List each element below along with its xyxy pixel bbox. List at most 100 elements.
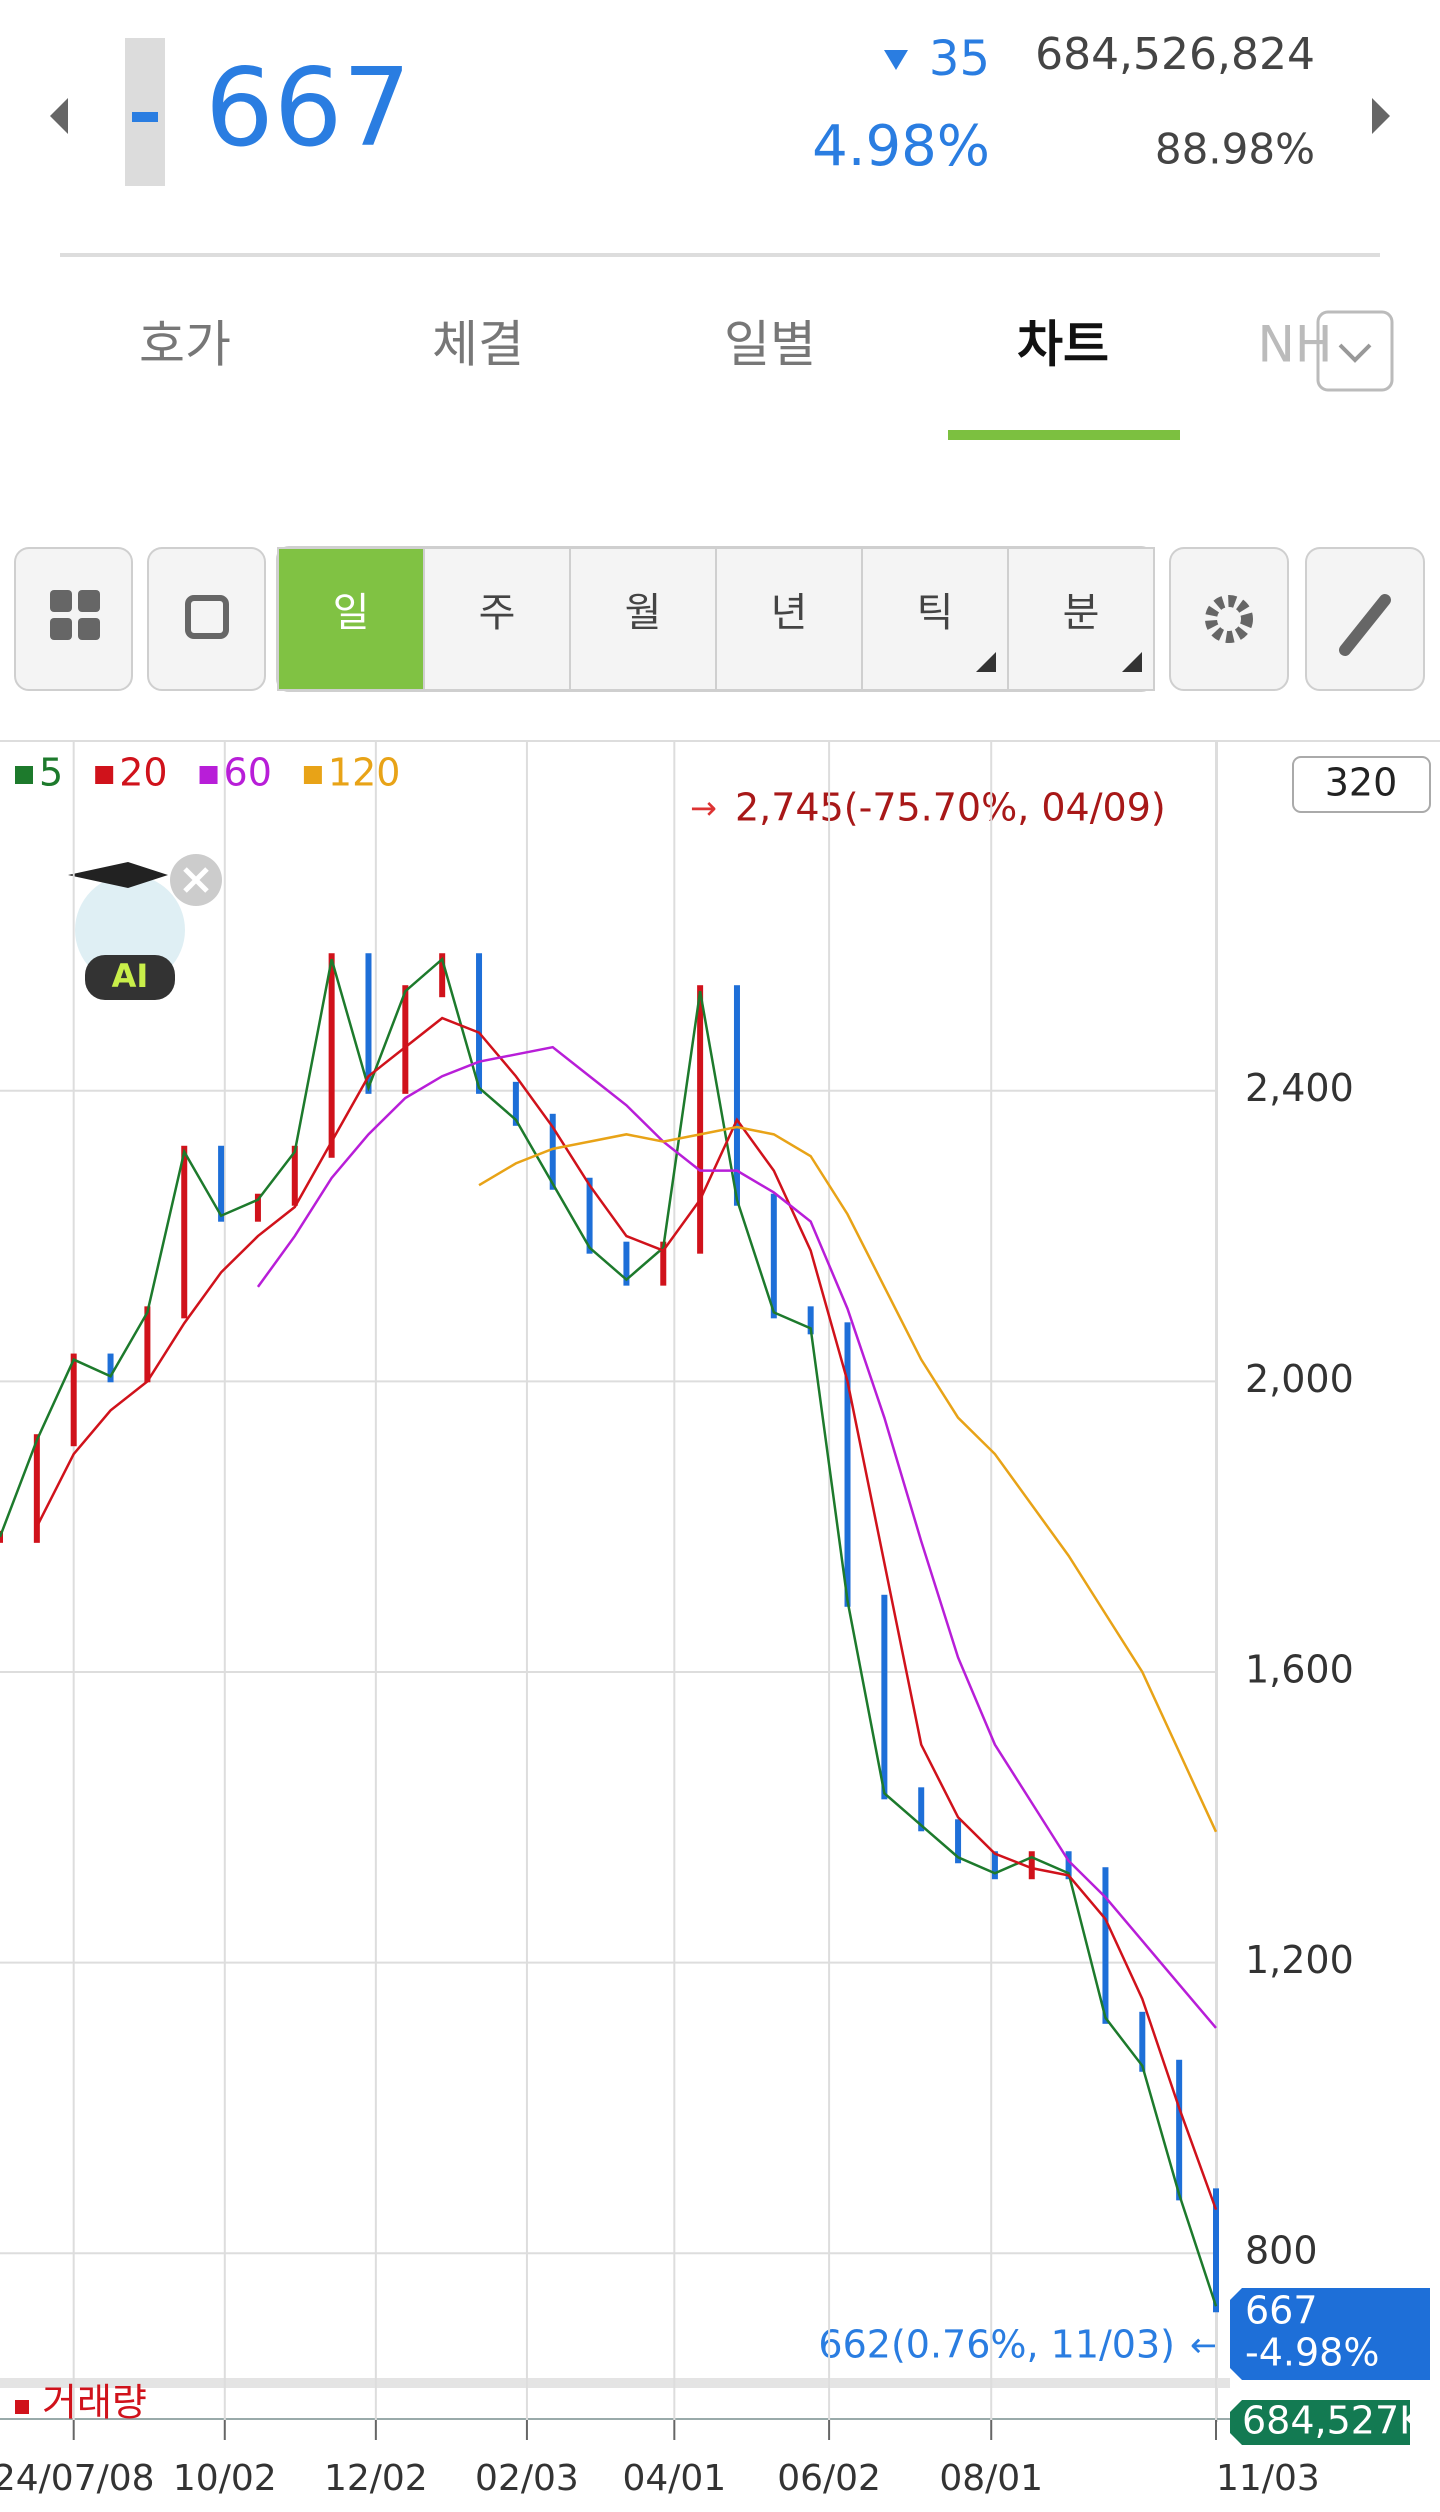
candle xyxy=(476,953,483,1094)
submenu-mark xyxy=(976,652,996,672)
scale-badge-box[interactable] xyxy=(1292,756,1431,813)
prev-arrow[interactable] xyxy=(50,98,68,134)
y-tick-label: 1,200 xyxy=(1245,1938,1354,1982)
candle xyxy=(365,953,372,1094)
tab[interactable]: NH xyxy=(1258,316,1333,374)
submenu-mark xyxy=(1122,652,1142,672)
candle xyxy=(328,953,335,1158)
volume-baseline xyxy=(0,2418,1230,2420)
tab[interactable]: 일별 xyxy=(724,316,816,374)
candle xyxy=(144,1306,151,1383)
legend-label: 120 xyxy=(328,751,401,795)
candle xyxy=(844,1322,851,1607)
candle xyxy=(1102,1867,1109,2024)
capture-button[interactable] xyxy=(147,547,266,691)
settings-button[interactable] xyxy=(1169,547,1289,691)
ai-close-icon xyxy=(183,867,209,893)
candle xyxy=(1028,1851,1035,1880)
candle xyxy=(881,1594,888,1800)
volume-label: 거래량 xyxy=(42,2381,147,2425)
legend-label: 20 xyxy=(119,751,167,795)
legend-swatch xyxy=(199,766,218,784)
period-button[interactable] xyxy=(715,547,863,691)
volume-value: 684,527K xyxy=(1242,2399,1425,2443)
candle xyxy=(918,1787,925,1832)
tab-underline xyxy=(948,430,1180,440)
period-button[interactable] xyxy=(569,547,717,691)
x-tick-label: 10/02 xyxy=(173,2458,277,2499)
volume-value-box xyxy=(1230,2400,1410,2445)
period-button[interactable] xyxy=(277,547,425,691)
candle xyxy=(0,1530,3,1543)
candle xyxy=(402,985,409,1094)
next-arrow[interactable] xyxy=(1372,98,1390,134)
y-tick-label: 2,400 xyxy=(1245,1066,1354,1110)
grid-icon xyxy=(50,590,100,640)
stock-bar-mark xyxy=(132,112,158,122)
volume: 684,526,824 xyxy=(1035,29,1315,80)
settings-icon xyxy=(1205,595,1253,643)
tab[interactable]: 호가 xyxy=(139,316,231,374)
candle xyxy=(623,1241,630,1286)
candle xyxy=(254,1193,261,1222)
x-tick-label: 08/01 xyxy=(939,2458,1043,2499)
x-tick-label: 24/07/08 xyxy=(0,2458,155,2499)
candle xyxy=(1213,2188,1219,2313)
x-tick-label: 02/03 xyxy=(475,2458,579,2499)
candle xyxy=(512,1081,519,1126)
legend-label: 5 xyxy=(39,751,63,795)
candle xyxy=(33,1434,40,1543)
candle xyxy=(697,985,704,1254)
y-tick-label: 2,000 xyxy=(1245,1357,1354,1401)
layout-button[interactable] xyxy=(14,547,133,691)
divider xyxy=(60,253,1380,257)
last-price: 667 xyxy=(1245,2289,1318,2333)
candle xyxy=(181,1145,188,1319)
tab-dropdown[interactable] xyxy=(1316,310,1394,392)
candle xyxy=(218,1145,225,1222)
ma-line xyxy=(35,1016,1218,2211)
ai-cap xyxy=(68,862,168,888)
wrench-icon xyxy=(1339,594,1391,656)
change-rate: 4.98% xyxy=(812,114,990,179)
legend-swatch xyxy=(95,766,114,784)
candle xyxy=(70,1353,77,1447)
period-button[interactable] xyxy=(423,547,571,691)
low-annotation: 662(0.76%, 11/03) xyxy=(818,2323,1175,2367)
last-change: -4.98% xyxy=(1245,2331,1379,2375)
candle xyxy=(549,1113,556,1190)
ai-badge: AI xyxy=(112,957,149,995)
change: 35 xyxy=(929,31,990,87)
ma-line xyxy=(0,957,1218,2307)
candle xyxy=(770,1193,777,1319)
down-arrow xyxy=(884,50,908,70)
ma-line xyxy=(256,1045,1217,2029)
x-tick-label: 12/02 xyxy=(324,2458,428,2499)
tab[interactable]: 체결 xyxy=(432,316,524,374)
candle xyxy=(807,1306,814,1335)
candle xyxy=(439,953,446,998)
capture-icon xyxy=(185,595,229,639)
legend-swatch xyxy=(15,766,33,784)
tab[interactable]: 차트 xyxy=(1017,316,1109,374)
candle xyxy=(107,1353,114,1383)
candle xyxy=(586,1177,593,1254)
high-annotation: 2,745(-75.70%, 04/09) xyxy=(735,786,1166,830)
chart-top-border xyxy=(0,740,1440,742)
legend-label: 60 xyxy=(224,751,272,795)
high-arrow: → xyxy=(690,789,717,827)
scale-badge: 320 xyxy=(1325,761,1398,805)
ratio: 88.98% xyxy=(1155,125,1315,174)
legend-swatch xyxy=(303,766,322,784)
period-label: 분 xyxy=(1063,590,1100,636)
candle xyxy=(733,985,740,1206)
volume-separator xyxy=(0,2378,1230,2388)
x-tick-label: 11/03 xyxy=(1216,2458,1320,2499)
last-price-box xyxy=(1230,2288,1430,2380)
period-label: 틱 xyxy=(917,590,954,636)
period-label: 월 xyxy=(625,590,662,636)
candle xyxy=(991,1851,998,1880)
candle xyxy=(955,1819,962,1864)
